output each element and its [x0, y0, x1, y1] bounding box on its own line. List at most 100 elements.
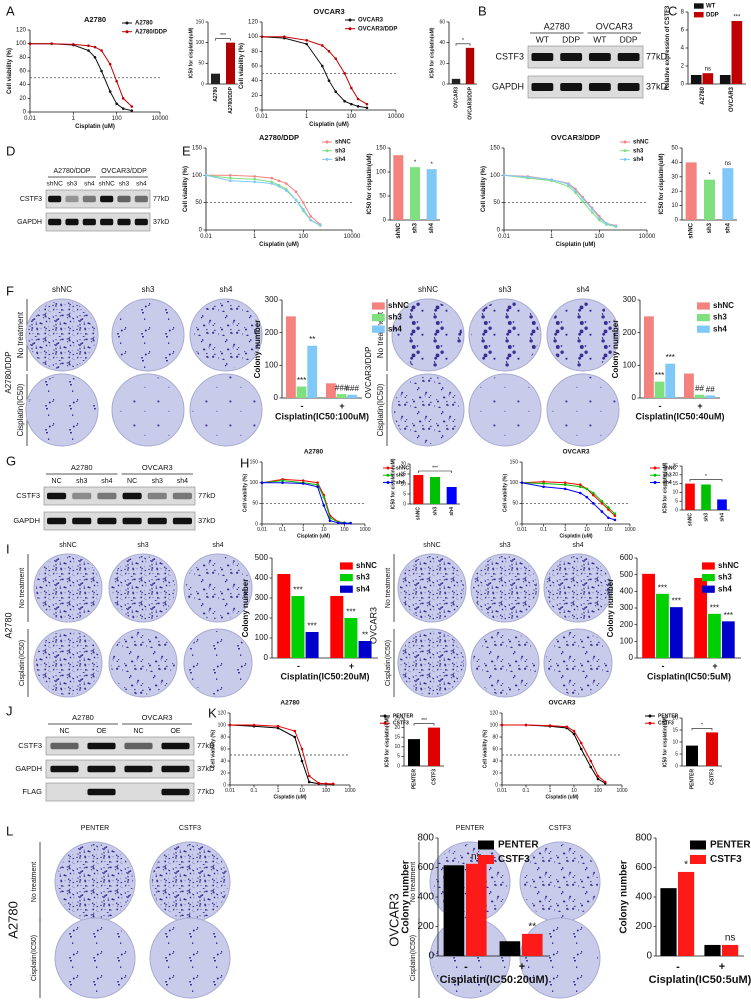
- legend-marker: [623, 157, 627, 161]
- column-label: sh3: [137, 542, 148, 549]
- point: [524, 723, 528, 727]
- panel-label: E: [182, 143, 191, 158]
- significance: ***: [672, 597, 681, 606]
- y-axis-label: IC50 for cisplatin(uM): [429, 27, 435, 78]
- y-axis-label: IC50 for cisplatin(uM): [367, 153, 373, 214]
- curve: [503, 174, 617, 228]
- point: [121, 107, 125, 110]
- band: [161, 742, 190, 750]
- y-tick-label: 8: [681, 10, 685, 16]
- lane-label: DDP: [620, 34, 638, 44]
- y-tick-label: 800: [417, 833, 434, 844]
- column-label: PENTER: [81, 825, 109, 832]
- significance: *: [462, 38, 464, 44]
- point: [300, 759, 304, 763]
- point: [50, 42, 53, 45]
- bar: [684, 373, 694, 398]
- x-tick-label: sh3: [703, 513, 709, 522]
- bar: [451, 78, 461, 84]
- protein-label: CSTF3: [20, 196, 42, 203]
- y-tick-label: 15: [672, 481, 678, 487]
- size-label: 37kD: [646, 81, 668, 91]
- point: [526, 175, 530, 179]
- y-tick-label: 0: [497, 228, 501, 234]
- band: [122, 517, 142, 525]
- x-tick-label: 0.1: [540, 527, 547, 533]
- blot-group-label: A2780/DDP: [54, 168, 91, 175]
- significance: ##: [695, 384, 704, 393]
- y-tick-label: 50: [195, 200, 202, 206]
- lane-label: OE: [96, 728, 106, 735]
- chart-title: OVCAR3: [313, 7, 344, 16]
- lane-label: WT: [593, 34, 606, 44]
- lane-label: sh3: [76, 478, 87, 485]
- x-axis-label: Cisplatin (uM): [556, 242, 596, 248]
- point: [301, 482, 305, 485]
- column-label: CSTF3: [549, 825, 571, 832]
- blot-frame: [43, 486, 196, 506]
- blot-frame: [45, 782, 195, 802]
- point: [316, 481, 319, 484]
- point: [592, 493, 595, 497]
- x-tick-label: +: [339, 401, 344, 411]
- legend-swatch: [478, 840, 494, 850]
- point: [100, 69, 103, 73]
- x-tick-label: 1: [305, 114, 309, 120]
- band: [124, 742, 153, 750]
- y-tick-label: 5: [403, 491, 406, 497]
- x-tick-label: 10: [299, 788, 305, 794]
- legend-label: sh3: [663, 473, 672, 479]
- legend-marker: [648, 721, 652, 725]
- y-tick-label: 0: [383, 218, 387, 224]
- y-tick-label: 100: [218, 722, 227, 728]
- bar: [690, 75, 702, 84]
- significance: ***: [297, 376, 306, 385]
- point: [316, 483, 319, 487]
- bar: [705, 395, 716, 398]
- blot-frame: [527, 45, 644, 69]
- curve: [261, 36, 367, 109]
- point: [277, 184, 281, 188]
- x-tick-label: 0.01: [225, 788, 235, 794]
- y-tick-label: 30: [671, 174, 678, 180]
- y-axis-label: IC50 for cisplatin(uM): [662, 716, 668, 767]
- point: [301, 479, 305, 482]
- plate-colonies: [111, 631, 175, 695]
- point: [574, 191, 577, 195]
- y-tick-label: 0: [274, 393, 279, 402]
- lane-label: sh4: [177, 478, 188, 485]
- panel-label: K: [208, 705, 217, 720]
- bar: [336, 394, 347, 398]
- plate-colonies: [471, 376, 539, 444]
- y-tick-label: 5: [675, 499, 678, 505]
- blot-frame: [45, 759, 195, 779]
- legend-label: shNC: [356, 561, 377, 570]
- band: [100, 218, 114, 226]
- panel-label: G: [6, 453, 16, 468]
- point: [613, 512, 617, 515]
- bar: [701, 484, 711, 510]
- cell-line-label: A2780: [3, 612, 13, 638]
- legend-label: CSTF3: [498, 854, 530, 865]
- x-tick-label: -: [676, 961, 680, 973]
- y-tick-label: 100: [196, 40, 205, 46]
- y-tick-label: 50: [198, 61, 204, 67]
- y-tick-label: 100: [376, 170, 387, 176]
- point: [253, 180, 256, 184]
- legend-marker: [653, 466, 657, 470]
- y-axis-label: IC50 for cisplatin(uM): [659, 153, 665, 214]
- legend-label: DDP: [706, 12, 719, 18]
- point: [550, 178, 553, 182]
- blot-frame: [45, 736, 195, 756]
- significance: ***: [346, 608, 355, 617]
- point: [343, 99, 346, 103]
- plate-colonies: [111, 556, 175, 620]
- plate-colonies: [36, 556, 100, 620]
- y-tick-label: 60: [492, 746, 498, 752]
- row-label: Cisplatin(IC50): [19, 640, 26, 686]
- bar: [347, 394, 358, 398]
- x-tick-label: OVCAR3: [453, 87, 459, 108]
- curve: [503, 174, 617, 227]
- x-tick-label: CSTF3: [431, 769, 437, 785]
- y-tick-label: 100: [490, 722, 499, 728]
